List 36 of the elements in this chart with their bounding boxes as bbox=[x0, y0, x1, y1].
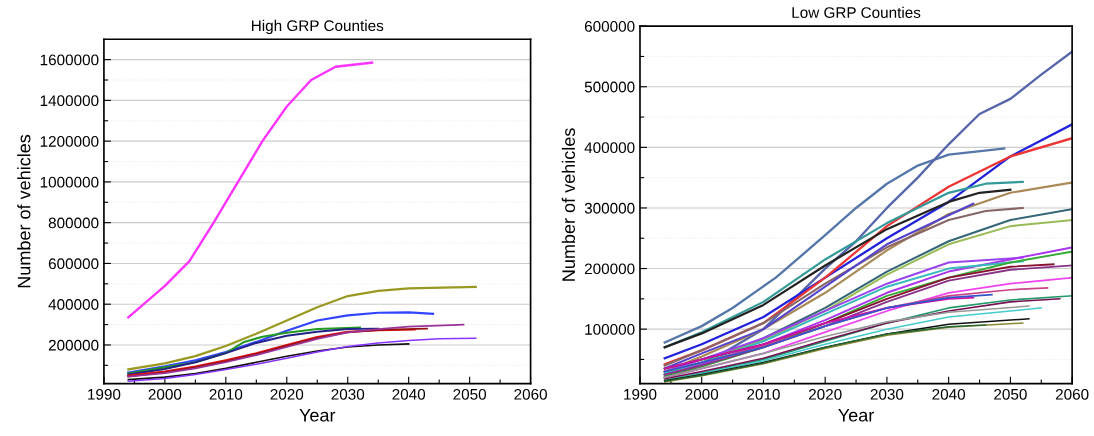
y-tick-label: 500000 bbox=[584, 81, 635, 93]
x-tick-label: 2000 bbox=[148, 388, 182, 400]
x-tick-label: 2060 bbox=[1055, 388, 1089, 400]
y-tick-label: 200000 bbox=[584, 263, 635, 275]
y-tick-label: 1600000 bbox=[40, 54, 99, 66]
chart-title: High GRP Counties bbox=[251, 19, 384, 35]
x-tick-label: 2060 bbox=[514, 388, 547, 400]
y-tick-label: 1000000 bbox=[40, 176, 99, 188]
y-tick-label: 600000 bbox=[48, 258, 99, 270]
x-tick-label: 2040 bbox=[932, 388, 966, 400]
y-tick-label: 200000 bbox=[48, 339, 99, 351]
x-tick-label: 2030 bbox=[331, 388, 365, 400]
y-axis-title: Number of vehicles bbox=[17, 134, 31, 288]
chart-title: Low GRP Counties bbox=[792, 6, 921, 18]
x-tick-label: 2000 bbox=[685, 388, 719, 400]
x-tick-label: 2010 bbox=[747, 388, 780, 400]
x-tick-label: 2050 bbox=[453, 388, 487, 400]
y-tick-label: 400000 bbox=[48, 299, 99, 310]
y-tick-label: 300000 bbox=[584, 202, 635, 214]
y-tick-label: 100000 bbox=[585, 324, 635, 335]
y-tick-label: 1200000 bbox=[40, 136, 99, 147]
y-tick-label: 800000 bbox=[48, 217, 99, 229]
y-axis-title: Number of vehicles bbox=[561, 128, 576, 281]
x-tick-label: 2040 bbox=[392, 388, 426, 400]
x-axis-title: Year bbox=[299, 409, 336, 422]
x-tick-label: 2020 bbox=[270, 388, 304, 400]
x-tick-label: 1990 bbox=[624, 388, 657, 400]
x-tick-label: 2010 bbox=[209, 388, 243, 400]
x-tick-label: 2030 bbox=[870, 388, 904, 400]
y-tick-label: 400000 bbox=[584, 142, 635, 154]
x-tick-label: 1990 bbox=[88, 388, 121, 400]
y-tick-label: 600000 bbox=[584, 21, 635, 32]
x-tick-label: 2020 bbox=[808, 388, 842, 400]
x-tick-label: 2050 bbox=[994, 388, 1027, 400]
y-tick-label: 1400000 bbox=[40, 95, 99, 107]
x-axis-title: Year bbox=[838, 409, 874, 422]
